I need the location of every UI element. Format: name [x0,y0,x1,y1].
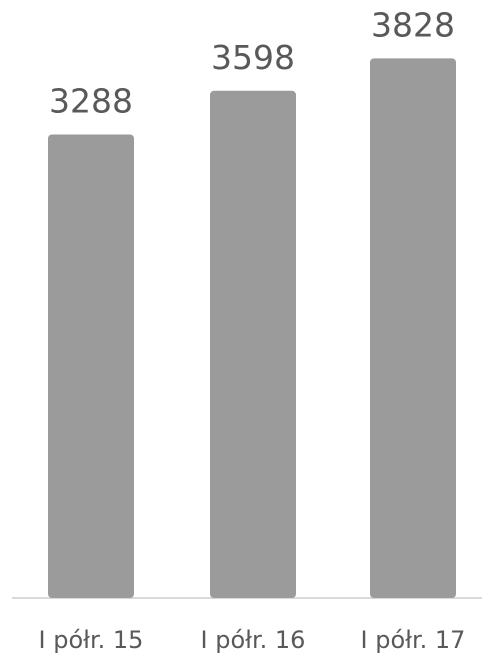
x-tick-label-1: I półr. 15 [39,626,144,654]
data-label-1: 3288 [49,81,133,120]
bar-3 [370,58,456,599]
bar-1 [48,134,134,598]
x-tick-label-3: I półr. 17 [361,626,466,654]
x-tick-label-2: I półr. 16 [201,626,306,654]
data-label-3: 3828 [371,5,455,44]
bar-2 [210,90,296,599]
data-label-2: 3598 [211,38,295,77]
